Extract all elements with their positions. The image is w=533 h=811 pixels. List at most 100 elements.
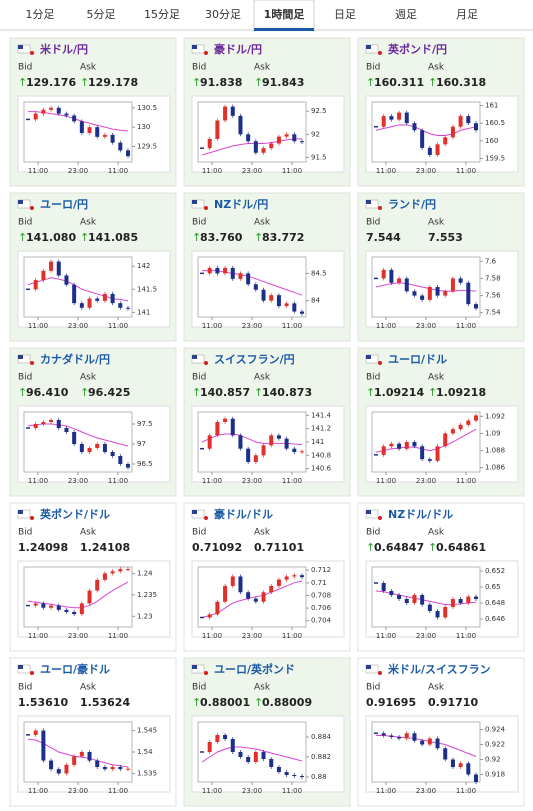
y-tick-label: 130 (137, 123, 150, 131)
candle (246, 757, 251, 762)
x-tick-label: 11:00 (282, 322, 302, 330)
rate-card[interactable]: 英ポンド/ドル Bid Ask 1.24098 1.24108 1.24 1.235 1.23… (9, 502, 177, 652)
candle (223, 418, 228, 422)
tab[interactable]: 週足 (395, 8, 417, 21)
x-tick-label: 11:00 (202, 322, 222, 330)
x-tick-label: 11:00 (376, 787, 396, 795)
y-tick-label: 129.5 (137, 143, 157, 151)
tab[interactable]: 月足 (456, 8, 478, 21)
tab-active-underline (254, 28, 314, 31)
flag-icon (30, 516, 34, 520)
candle (118, 303, 123, 308)
chart-bg (365, 560, 519, 638)
candle (230, 106, 235, 116)
pair-name[interactable]: NZドル/ドル (388, 508, 453, 521)
ask-label: Ask (80, 373, 97, 383)
pair-name[interactable]: カナダドル/円 (40, 352, 110, 366)
tab[interactable]: 1時間足 (264, 7, 306, 21)
pair-name[interactable]: 米ドル/スイスフラン (387, 662, 491, 676)
bid-value: 140.857 (200, 386, 250, 399)
candle (412, 442, 417, 447)
candle (450, 429, 455, 434)
candle (238, 576, 243, 593)
x-tick-label: 11:00 (108, 167, 128, 175)
y-tick-label: 0.922 (485, 741, 505, 749)
candle (56, 769, 61, 774)
rate-card[interactable]: 豪ドル/ドル Bid Ask 0.71092 0.71101 0.712 0.71 0.708… (183, 502, 351, 652)
x-tick-label: 11:00 (456, 477, 476, 485)
y-tick-label: 0.646 (485, 615, 506, 623)
pair-name[interactable]: 米ドル/円 (39, 42, 88, 56)
bid-label: Bid (366, 528, 380, 538)
candle (420, 295, 425, 300)
candle (443, 607, 448, 618)
ask-value: 91.843 (262, 76, 304, 89)
x-tick-label: 11:00 (28, 632, 48, 640)
ask-label: Ask (428, 63, 445, 73)
tab[interactable]: 日足 (334, 8, 356, 21)
candle (404, 733, 409, 739)
bid-value: 83.760 (200, 231, 243, 244)
ask-label: Ask (80, 218, 97, 228)
moving-average (201, 746, 303, 763)
bid-value: 96.410 (26, 386, 69, 399)
candle (253, 598, 258, 602)
bid-value: 160.311 (374, 76, 424, 89)
pair-name[interactable]: 豪ドル/円 (214, 42, 262, 56)
tab[interactable]: 15分足 (144, 8, 180, 21)
rate-card[interactable]: ランド/円 Bid Ask 7.544 7.553 7.6 7.58 7.56 7.54 11:0… (357, 192, 525, 342)
x-tick-label: 11:00 (202, 167, 222, 175)
candle (276, 435, 281, 439)
bid-label: Bid (18, 218, 32, 228)
pair-name[interactable]: 英ポンド/ドル (39, 507, 110, 521)
pair-name[interactable]: NZドル/円 (214, 198, 268, 211)
pair-name[interactable]: ユーロ/豪ドル (40, 662, 110, 676)
candle (284, 303, 289, 307)
candle (435, 446, 440, 461)
ask-value: 1.53624 (80, 696, 130, 709)
candle (466, 420, 471, 425)
pair-name[interactable]: ランド/円 (388, 198, 436, 211)
pair-name[interactable]: スイスフラン/円 (214, 353, 295, 366)
flag-icon (18, 665, 23, 669)
candle (110, 767, 115, 770)
candle (56, 261, 61, 276)
candle (261, 289, 266, 301)
candle (269, 759, 274, 767)
pair-name[interactable]: 豪ドル/ドル (214, 507, 273, 521)
flag-icon (30, 671, 34, 675)
pair-name[interactable]: 英ポンド/円 (387, 42, 447, 56)
tab[interactable]: 30分足 (205, 8, 241, 21)
x-tick-label: 11:00 (376, 477, 396, 485)
x-tick-label: 11:00 (456, 787, 476, 795)
pair-name[interactable]: ユーロ/英ポンド (214, 662, 295, 676)
tab[interactable]: 5分足 (87, 8, 116, 21)
pair-name[interactable]: ユーロ/ドル (388, 353, 447, 366)
y-tick-label: 84 (311, 297, 320, 305)
candle (110, 571, 115, 574)
rate-card[interactable]: ユーロ/豪ドル Bid Ask 1.53610 1.53624 1.545 1.54 1.53… (9, 657, 177, 807)
y-tick-label: 97.5 (137, 420, 153, 428)
candle (207, 138, 212, 149)
candle (443, 291, 448, 296)
x-tick-label: 23:00 (68, 477, 88, 485)
candle (207, 267, 212, 274)
pair-name[interactable]: ユーロ/円 (40, 198, 88, 211)
candle (427, 147, 432, 155)
flag-icon (192, 665, 197, 669)
candle (87, 127, 92, 133)
tab[interactable]: 1分足 (26, 8, 55, 21)
candle (397, 443, 402, 449)
candle (64, 113, 69, 116)
